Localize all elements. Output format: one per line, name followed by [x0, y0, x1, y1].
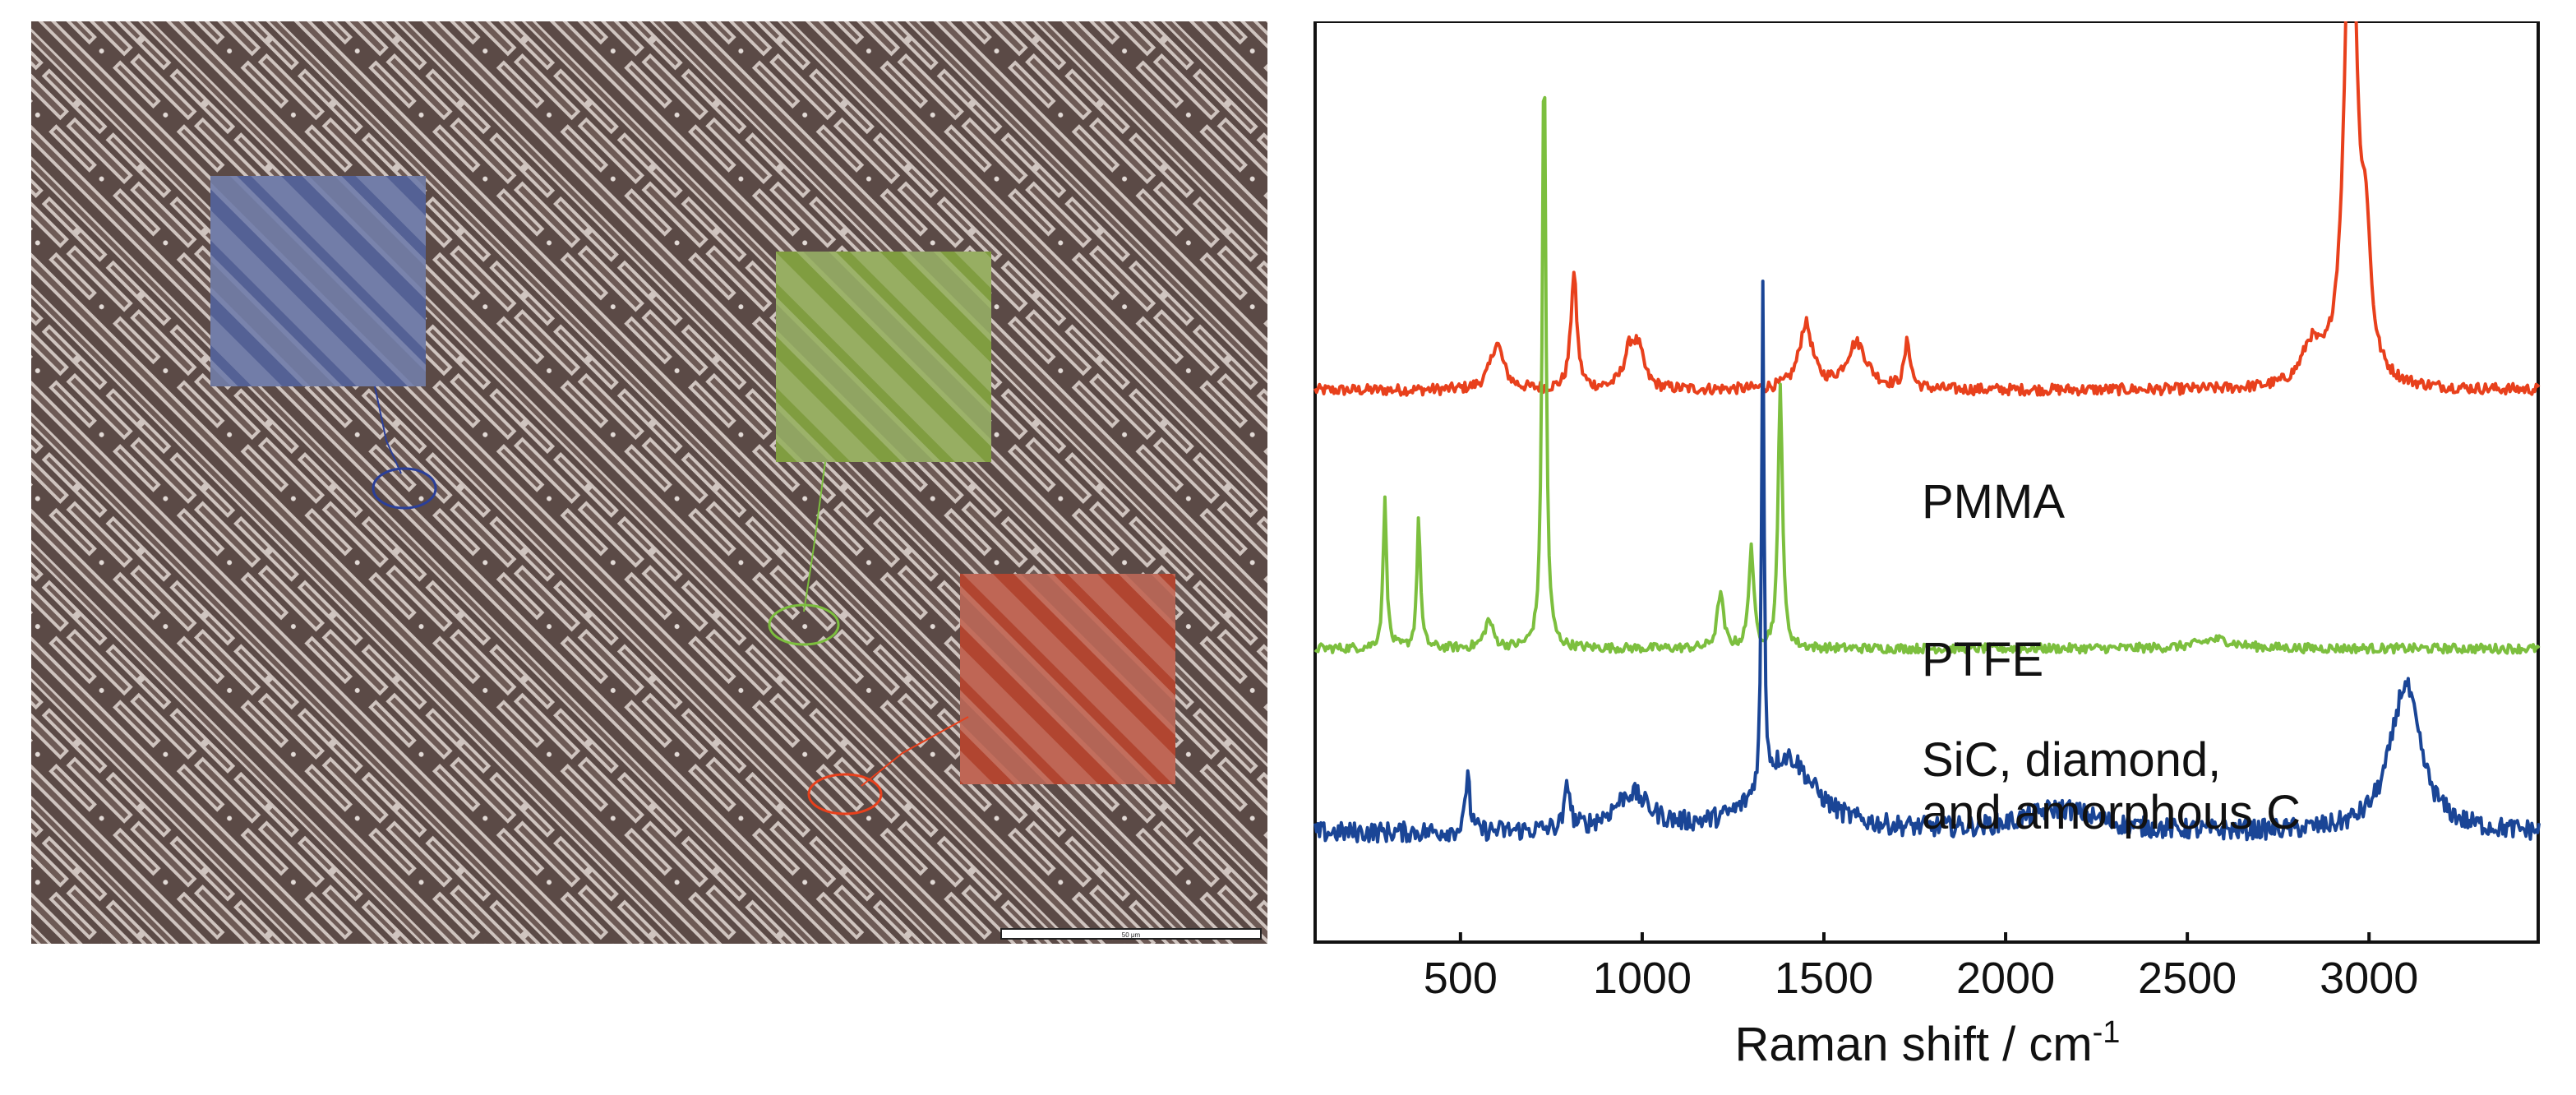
blue-inset-texture [210, 176, 426, 386]
red-pointer-line [861, 716, 969, 787]
label-sic-line2: and amorphous C [1922, 786, 2301, 839]
x-tick-label: 2500 [2138, 954, 2237, 1003]
red-inset-texture [960, 574, 1175, 784]
x-tick-label: 3000 [2320, 954, 2418, 1003]
circuit-background [31, 21, 1267, 944]
series-line-1 [1313, 95, 2541, 655]
blue-region-ellipse [372, 467, 437, 510]
x-tick-labels: 500 1000 1500 2000 2500 3000 [1424, 954, 2418, 1003]
green-region-ellipse [768, 603, 840, 646]
green-inset-texture [776, 252, 991, 462]
x-tick-label: 1000 [1593, 954, 1692, 1003]
green-pointer-line [803, 461, 826, 612]
x-tick-label: 1500 [1775, 954, 1873, 1003]
x-axis-ticks [1458, 932, 2371, 944]
label-ptfe: PTFE [1922, 633, 2043, 686]
series-line-0 [1313, 21, 2541, 397]
spectra-traces [1313, 21, 2541, 844]
x-tick-label: 2000 [1956, 954, 2055, 1003]
scale-bar-label: 50 μm [1122, 931, 1141, 939]
plot-frame [1313, 21, 2540, 944]
x-axis-label: Raman shift / cm-1 [1735, 1015, 2121, 1071]
raman-plot: PMMA PTFE SiC, diamond, and amorphous C [1313, 21, 2541, 944]
x-axis-area: 500 1000 1500 2000 2500 3000 Raman shift / cm… [1424, 954, 2418, 1071]
blue-pointer-line [374, 386, 402, 474]
sem-micrograph: 50 μm [31, 21, 1267, 944]
series-line-2 [1313, 280, 2541, 844]
red-region-ellipse [807, 773, 883, 815]
x-tick-label: 500 [1424, 954, 1498, 1003]
label-sic-line1: SiC, diamond, [1922, 733, 2221, 787]
scale-bar [1000, 928, 1262, 940]
label-pmma: PMMA [1922, 475, 2065, 529]
